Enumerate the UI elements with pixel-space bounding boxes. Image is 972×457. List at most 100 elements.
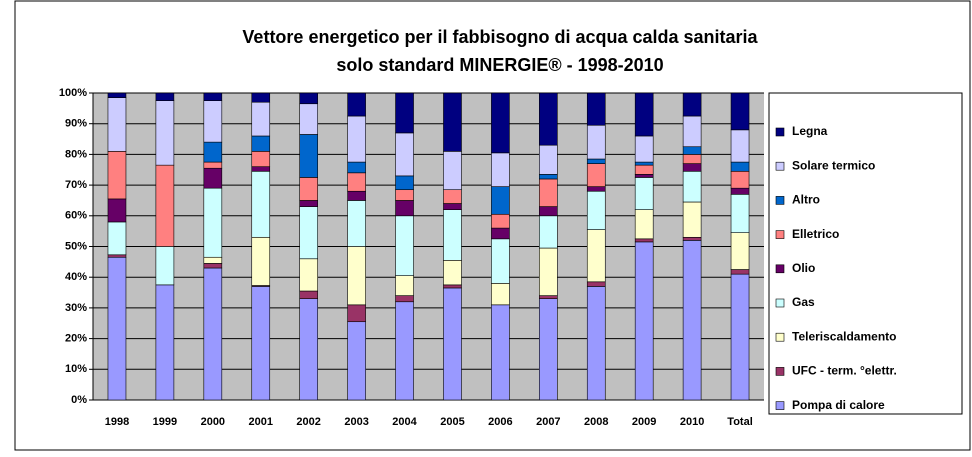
bar-segment xyxy=(682,240,702,401)
bar-segment xyxy=(299,298,318,401)
legend-swatch xyxy=(775,127,785,137)
bar-segment xyxy=(634,241,654,401)
bar-segment xyxy=(299,206,318,260)
bar-segment xyxy=(443,287,462,401)
x-tick-label: 2001 xyxy=(249,416,273,428)
bar-segment xyxy=(443,209,462,261)
bar-segment xyxy=(682,154,702,164)
bar-segment xyxy=(634,174,654,178)
y-tick-label: 50% xyxy=(65,240,87,252)
y-tick-label: 60% xyxy=(65,210,87,222)
x-tick-label: 1999 xyxy=(153,416,177,428)
y-tick-label: 90% xyxy=(65,118,87,130)
legend-label: Altro xyxy=(792,193,820,207)
bar-segment xyxy=(634,161,654,166)
legend-swatch xyxy=(775,230,785,239)
bar-segment xyxy=(539,247,558,296)
bar-segment xyxy=(730,129,750,163)
bar-segment xyxy=(730,269,750,275)
bar-segment xyxy=(395,200,414,217)
x-tick-label: 2000 xyxy=(201,416,225,428)
bar-segment xyxy=(634,209,654,240)
bar-segment xyxy=(155,284,175,401)
bar-segment xyxy=(155,246,175,286)
bar-segment xyxy=(443,92,462,152)
bar-segment xyxy=(586,92,606,126)
legend-swatch xyxy=(775,264,785,274)
bar-segment xyxy=(682,146,702,155)
bar-segment xyxy=(730,232,750,270)
bar-segment xyxy=(539,144,558,175)
bar-segment xyxy=(586,190,606,230)
bar-segment xyxy=(395,275,414,296)
legend-label: Legna xyxy=(792,124,828,138)
bar-segment xyxy=(491,213,510,229)
bar-segment xyxy=(155,92,175,101)
bar-segment xyxy=(107,198,127,223)
bar-segment xyxy=(395,92,414,134)
bar-segment xyxy=(107,256,127,401)
bar-segment xyxy=(251,166,271,172)
bar-segment xyxy=(347,190,366,201)
bar-segment xyxy=(203,263,223,269)
bar-segment xyxy=(634,177,654,210)
x-tick-label: 2005 xyxy=(440,416,464,428)
legend-swatch xyxy=(775,401,785,410)
bar-segment xyxy=(539,298,558,401)
legend-label: Olio xyxy=(792,261,815,275)
bar-segment xyxy=(682,115,702,148)
y-tick-label: 80% xyxy=(65,148,87,160)
bar-segment xyxy=(203,141,223,163)
x-tick-label: 2010 xyxy=(680,416,704,428)
legend-label: Elletrico xyxy=(792,227,839,241)
bar-segment xyxy=(586,281,606,287)
bar-segment xyxy=(299,200,318,207)
x-tick-label: 2009 xyxy=(632,416,656,428)
bar-segment xyxy=(107,254,127,258)
legend-label: UFC - term. °elettr. xyxy=(792,364,897,378)
bar-segment xyxy=(539,295,558,299)
x-tick-label: 2003 xyxy=(344,416,368,428)
bar-segment xyxy=(539,174,558,180)
y-tick-label: 100% xyxy=(59,87,87,99)
bar-segment xyxy=(682,163,702,172)
x-tick-label: 2006 xyxy=(488,416,512,428)
bar-segment xyxy=(203,167,223,189)
y-tick-label: 30% xyxy=(65,302,87,314)
bar-segment xyxy=(634,164,654,175)
legend-swatch xyxy=(775,332,785,342)
bar-segment xyxy=(107,97,127,152)
bar-segment xyxy=(586,229,606,283)
bar-segment xyxy=(443,260,462,286)
bar-segment xyxy=(443,151,462,191)
bar-segment xyxy=(203,256,223,264)
bar-segment xyxy=(491,283,510,306)
x-tick-label: Total xyxy=(727,416,752,428)
bar-segment xyxy=(539,92,558,146)
bar-segment xyxy=(155,164,175,247)
bar-segment xyxy=(634,135,654,163)
bar-segment xyxy=(251,236,271,286)
bar-segment xyxy=(203,161,223,169)
x-tick-label: 1998 xyxy=(105,416,129,428)
bar-segment xyxy=(251,101,271,137)
bar-segment xyxy=(730,194,750,233)
bar-segment xyxy=(107,92,127,98)
y-tick-label: 10% xyxy=(65,363,87,375)
bar-segment xyxy=(251,151,271,167)
bar-segment xyxy=(299,92,318,105)
bar-segment xyxy=(395,189,414,201)
bar-segment xyxy=(299,177,318,201)
bar-segment xyxy=(730,187,750,195)
bar-segment xyxy=(539,178,558,207)
bar-segment xyxy=(443,189,462,204)
legend-label: Solare termico xyxy=(792,158,875,172)
bar-segment xyxy=(586,158,606,164)
bar-segment xyxy=(395,132,414,177)
bar-segment xyxy=(395,215,414,276)
bar-segment xyxy=(299,103,318,135)
x-tick-label: 2007 xyxy=(536,416,560,428)
bar-segment xyxy=(347,321,366,401)
y-tick-label: 70% xyxy=(65,179,87,191)
